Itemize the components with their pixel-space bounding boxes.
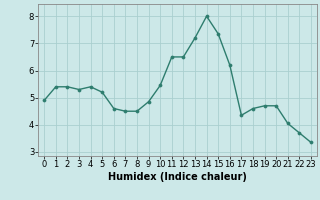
X-axis label: Humidex (Indice chaleur): Humidex (Indice chaleur) — [108, 172, 247, 182]
